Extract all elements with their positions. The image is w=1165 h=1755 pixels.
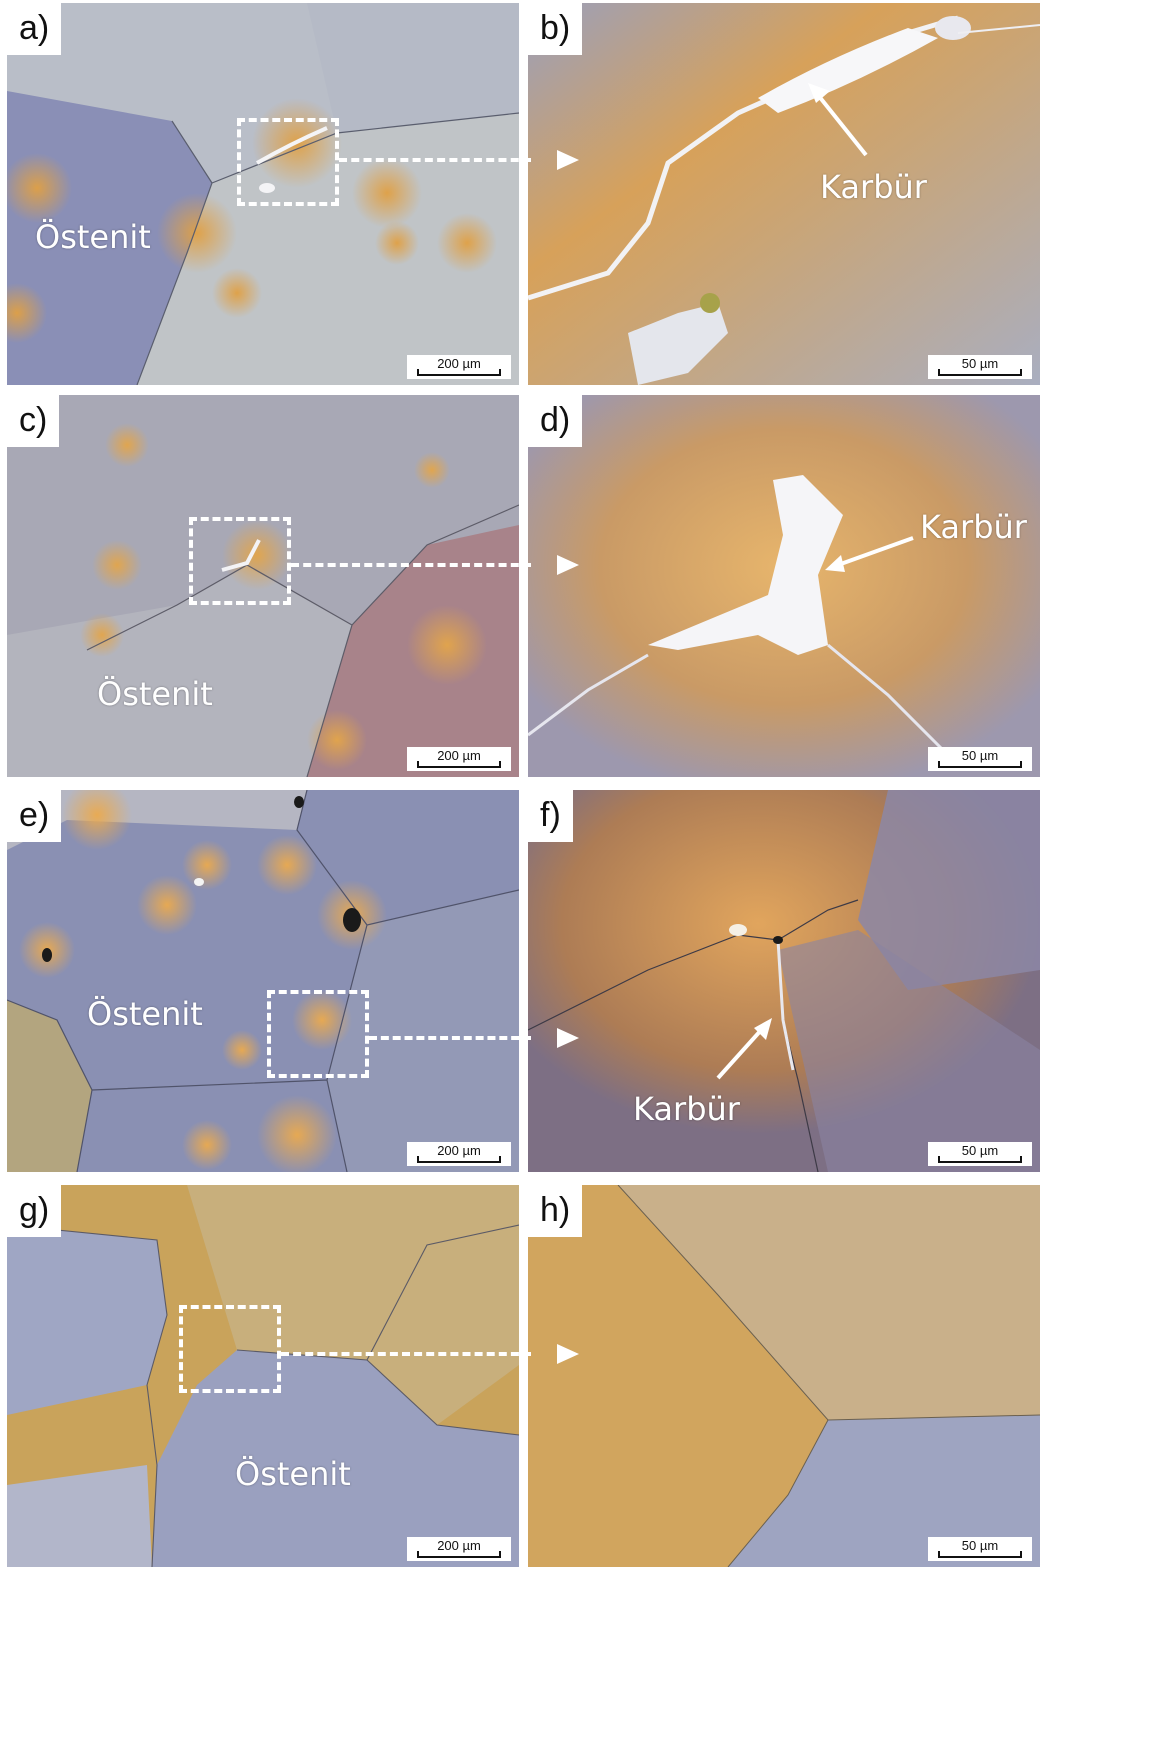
panel-g: g) Östenit 200 µm — [7, 1185, 519, 1567]
zoom-arrowhead-cd — [557, 555, 579, 575]
zoom-connector-gh — [281, 1352, 531, 1356]
micrograph-d — [528, 395, 1040, 777]
zoom-connector-cd — [291, 563, 531, 567]
panel-letter-d: d) — [528, 395, 583, 447]
carbide-arrow-d — [825, 536, 914, 572]
carbide-arrow-f — [716, 1018, 772, 1080]
micrograph-g — [7, 1185, 519, 1567]
panel-f: f) Karbür 50 µm — [528, 790, 1040, 1172]
carbide-label-f: Karbür — [633, 1090, 740, 1128]
zoom-arrowhead-ab — [557, 150, 579, 170]
panel-letter-a: a) — [7, 3, 62, 55]
panel-letter-e: e) — [7, 790, 62, 842]
zoom-arrowhead-ef — [557, 1028, 579, 1048]
panel-letter-b: b) — [528, 3, 583, 55]
scale-bar-b: 50 µm — [928, 355, 1032, 379]
austenite-label-a: Östenit — [35, 218, 151, 256]
panel-letter-f: f) — [528, 790, 573, 842]
austenite-label-g: Östenit — [235, 1455, 351, 1493]
scale-bar-h: 50 µm — [928, 1537, 1032, 1561]
scale-bar-c: 200 µm — [407, 747, 511, 771]
zoom-connector-ab — [339, 158, 531, 162]
carbide-label-d: Karbür — [920, 508, 1027, 546]
scale-bar-e: 200 µm — [407, 1142, 511, 1166]
micrograph-c — [7, 395, 519, 777]
austenite-label-e: Östenit — [87, 995, 203, 1033]
zoom-region-e — [267, 990, 369, 1078]
zoom-arrowhead-gh — [557, 1344, 579, 1364]
micrograph-b — [528, 3, 1040, 385]
panel-letter-g: g) — [7, 1185, 62, 1237]
panel-a: a) Östenit 200 µm — [7, 3, 519, 385]
zoom-region-g — [179, 1305, 281, 1393]
scale-bar-a: 200 µm — [407, 355, 511, 379]
panel-b: b) Karbür 50 µm — [528, 3, 1040, 385]
micrograph-e — [7, 790, 519, 1172]
scale-bar-d: 50 µm — [928, 747, 1032, 771]
micrograph-h — [528, 1185, 1040, 1567]
panel-d: d) Karbür 50 µm — [528, 395, 1040, 777]
micrograph-f — [528, 790, 1040, 1172]
zoom-region-c — [189, 517, 291, 605]
zoom-region-a — [237, 118, 339, 206]
carbide-label-b: Karbür — [820, 168, 927, 206]
panel-c: c) Östenit 200 µm — [7, 395, 519, 777]
scale-bar-f: 50 µm — [928, 1142, 1032, 1166]
scale-bar-g: 200 µm — [407, 1537, 511, 1561]
zoom-connector-ef — [369, 1036, 531, 1040]
panel-h: h) 50 µm — [528, 1185, 1040, 1567]
panel-e: e) Östenit 200 µm — [7, 790, 519, 1172]
panel-letter-c: c) — [7, 395, 60, 447]
austenite-label-c: Östenit — [97, 675, 213, 713]
carbide-arrow-b — [808, 83, 868, 157]
panel-letter-h: h) — [528, 1185, 583, 1237]
